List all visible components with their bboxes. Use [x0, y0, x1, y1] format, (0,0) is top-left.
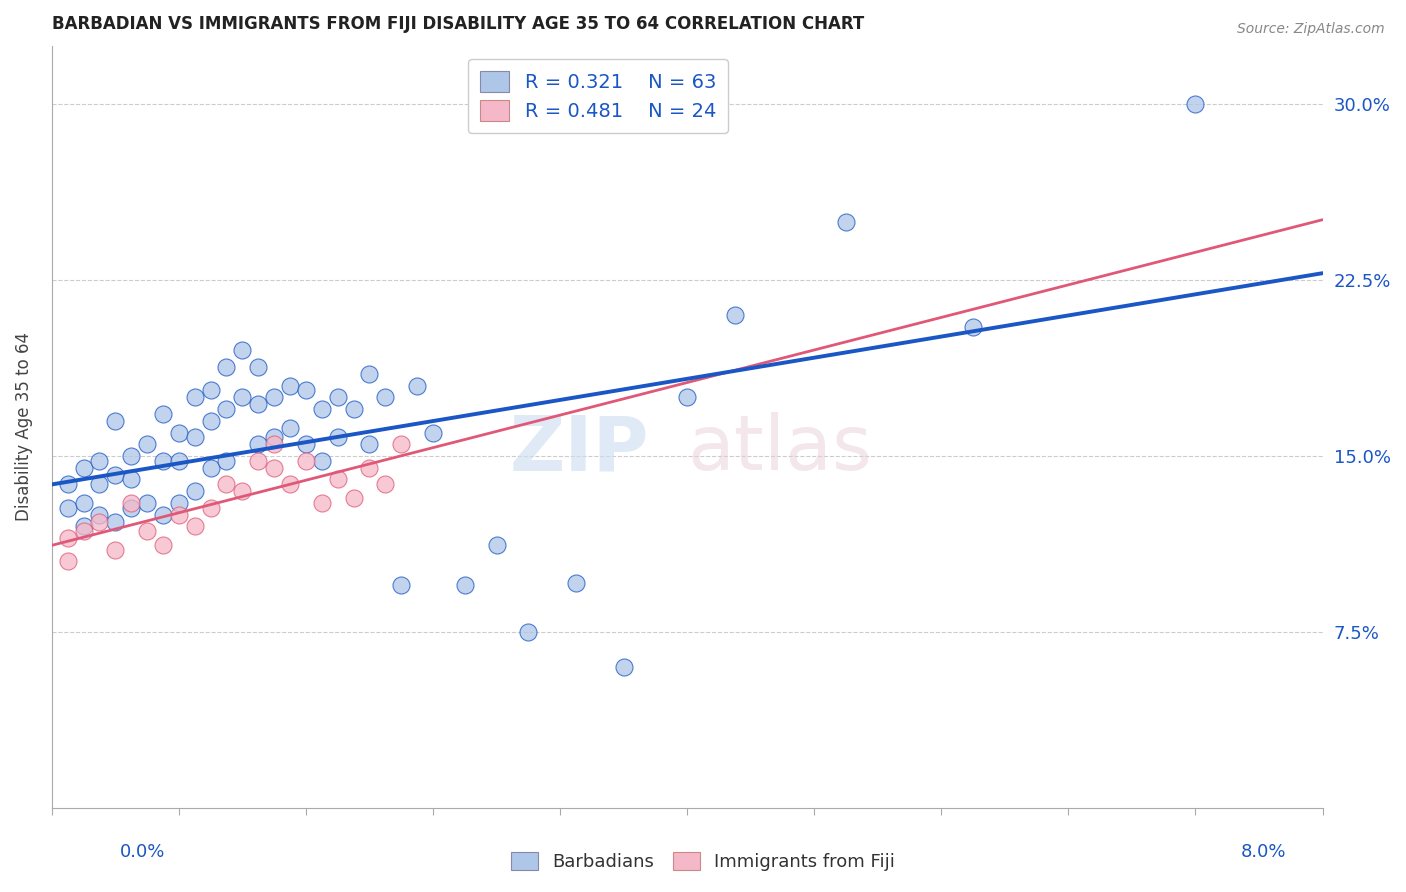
Point — [485, 538, 508, 552]
Point — [278, 378, 301, 392]
Point — [104, 467, 127, 482]
Point — [835, 214, 858, 228]
Point — [247, 437, 270, 451]
Point — [231, 484, 253, 499]
Point — [136, 437, 159, 451]
Text: Source: ZipAtlas.com: Source: ZipAtlas.com — [1237, 22, 1385, 37]
Point — [215, 359, 238, 374]
Point — [104, 542, 127, 557]
Point — [136, 524, 159, 538]
Point — [183, 390, 205, 404]
Legend: Barbadians, Immigrants from Fiji: Barbadians, Immigrants from Fiji — [503, 845, 903, 879]
Point — [200, 414, 222, 428]
Point — [215, 477, 238, 491]
Point — [406, 378, 429, 392]
Point — [152, 508, 174, 522]
Point — [56, 531, 79, 545]
Point — [152, 407, 174, 421]
Point — [89, 453, 111, 467]
Point — [263, 437, 285, 451]
Point — [120, 472, 142, 486]
Point — [295, 453, 318, 467]
Point — [454, 578, 477, 592]
Point — [263, 390, 285, 404]
Text: 0.0%: 0.0% — [120, 843, 165, 861]
Point — [326, 390, 349, 404]
Point — [389, 437, 412, 451]
Text: BARBADIAN VS IMMIGRANTS FROM FIJI DISABILITY AGE 35 TO 64 CORRELATION CHART: BARBADIAN VS IMMIGRANTS FROM FIJI DISABI… — [52, 15, 865, 33]
Point — [120, 500, 142, 515]
Point — [200, 500, 222, 515]
Y-axis label: Disability Age 35 to 64: Disability Age 35 to 64 — [15, 332, 32, 521]
Point — [167, 453, 190, 467]
Point — [89, 477, 111, 491]
Point — [517, 624, 540, 639]
Text: ZIP: ZIP — [509, 412, 650, 486]
Point — [89, 508, 111, 522]
Point — [389, 578, 412, 592]
Point — [167, 508, 190, 522]
Point — [152, 453, 174, 467]
Point — [167, 496, 190, 510]
Point — [724, 308, 747, 322]
Point — [89, 515, 111, 529]
Point — [183, 484, 205, 499]
Legend: R = 0.321    N = 63, R = 0.481    N = 24: R = 0.321 N = 63, R = 0.481 N = 24 — [468, 59, 728, 133]
Point — [342, 491, 364, 505]
Point — [104, 515, 127, 529]
Point — [56, 477, 79, 491]
Point — [183, 519, 205, 533]
Point — [263, 430, 285, 444]
Point — [72, 519, 94, 533]
Point — [359, 437, 381, 451]
Point — [342, 402, 364, 417]
Point — [359, 367, 381, 381]
Point — [136, 496, 159, 510]
Point — [962, 320, 984, 334]
Point — [311, 453, 333, 467]
Point — [152, 538, 174, 552]
Point — [247, 397, 270, 411]
Point — [1184, 97, 1206, 112]
Point — [311, 496, 333, 510]
Point — [326, 430, 349, 444]
Point — [278, 477, 301, 491]
Text: 8.0%: 8.0% — [1241, 843, 1286, 861]
Point — [215, 402, 238, 417]
Point — [565, 575, 588, 590]
Point — [120, 449, 142, 463]
Point — [56, 500, 79, 515]
Point — [120, 496, 142, 510]
Point — [72, 460, 94, 475]
Text: atlas: atlas — [688, 412, 872, 486]
Point — [326, 472, 349, 486]
Point — [104, 414, 127, 428]
Point — [183, 430, 205, 444]
Point — [374, 477, 396, 491]
Point — [215, 453, 238, 467]
Point — [247, 359, 270, 374]
Point — [231, 343, 253, 358]
Point — [311, 402, 333, 417]
Point — [295, 437, 318, 451]
Point — [72, 496, 94, 510]
Point — [278, 421, 301, 435]
Point — [613, 660, 636, 674]
Point — [167, 425, 190, 440]
Point — [72, 524, 94, 538]
Point — [247, 453, 270, 467]
Point — [56, 554, 79, 568]
Point — [374, 390, 396, 404]
Point — [263, 460, 285, 475]
Point — [676, 390, 699, 404]
Point — [200, 384, 222, 398]
Point — [231, 390, 253, 404]
Point — [295, 384, 318, 398]
Point — [359, 460, 381, 475]
Point — [200, 460, 222, 475]
Point — [422, 425, 444, 440]
